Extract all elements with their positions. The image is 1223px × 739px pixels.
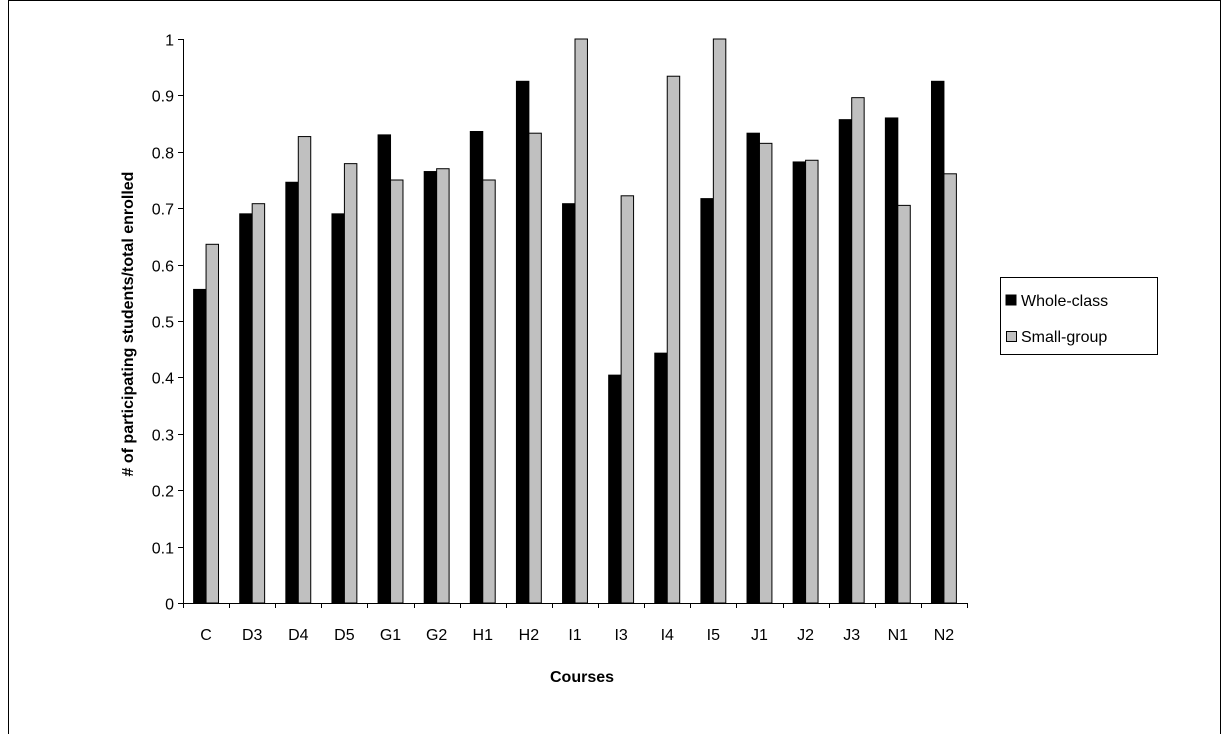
y-tick-label: 0.3 (152, 428, 174, 445)
x-axis: C D3 D4 D5 G1 G2 H1 H2 I1 I3 I4 I5 J1 J2 J3 N1 N2 (183, 603, 968, 644)
chart-border (8, 0, 1221, 739)
x-tick-label: J1 (751, 627, 768, 644)
bar-whole-class (515, 80, 530, 604)
bar-small-group (528, 132, 542, 604)
y-tick-label: 0.7 (152, 202, 174, 219)
bar-small-group (297, 136, 312, 604)
x-tick-label: D5 (334, 627, 355, 644)
y-tick-label: 0.2 (152, 484, 174, 501)
bar-whole-class (562, 203, 576, 604)
x-tick-label: D3 (242, 627, 263, 644)
y-tick-label: 1 (165, 33, 174, 50)
bar-small-group (666, 75, 681, 604)
x-tick-label: C (200, 627, 212, 644)
legend-swatch-whole-class (1005, 294, 1017, 306)
bar-whole-class (838, 119, 853, 604)
bar-whole-class (654, 352, 668, 604)
bar-whole-class (930, 80, 945, 604)
x-tick-label: N2 (934, 627, 955, 644)
bar-whole-class (469, 131, 484, 604)
bar-whole-class (331, 213, 345, 604)
bar-small-group (712, 38, 727, 604)
bars (193, 38, 957, 604)
y-axis: 0 0.1 0.2 0.3 0.4 0.5 0.6 0.7 0.8 0.9 1 (152, 33, 184, 614)
x-tick-label: J2 (797, 627, 814, 644)
legend-label-small-group: Small-group (1021, 329, 1107, 346)
bar-whole-class (423, 171, 438, 604)
y-tick-label: 0.1 (152, 541, 174, 558)
bar-small-group (251, 203, 266, 604)
x-tick-label: H1 (473, 627, 494, 644)
y-tick-label: 0.4 (152, 371, 174, 388)
x-tick-label: I4 (661, 627, 674, 644)
y-tick-label: 0.5 (152, 315, 174, 332)
x-tick-label: I1 (568, 627, 581, 644)
bar-small-group (943, 173, 957, 604)
bar-small-group (620, 195, 635, 604)
bar-small-group (805, 159, 819, 604)
bar-whole-class (193, 288, 207, 604)
bar-small-group (574, 38, 588, 604)
x-tick-label: I5 (707, 627, 720, 644)
y-tick-label: 0.9 (152, 89, 174, 106)
legend-swatch-small-group (1006, 331, 1017, 342)
x-tick-label: J3 (843, 627, 860, 644)
x-tick-label: H2 (519, 627, 540, 644)
x-tick-label: N1 (888, 627, 909, 644)
x-tick-label: G2 (426, 627, 447, 644)
bar-whole-class (377, 134, 392, 604)
x-axis-title: Courses (550, 669, 614, 686)
y-axis-title: # of participating students/total enroll… (120, 172, 137, 477)
bar-small-group (897, 204, 911, 604)
bar-whole-class (608, 374, 622, 604)
x-tick-label: G1 (380, 627, 401, 644)
bar-whole-class (700, 198, 714, 604)
legend: Whole-class Small-group (1000, 277, 1158, 355)
bar-whole-class (792, 161, 807, 604)
y-tick-label: 0 (165, 597, 174, 614)
bar-small-group (205, 243, 220, 604)
bar-small-group (851, 97, 865, 604)
bar-small-group (343, 163, 358, 604)
bar-whole-class (884, 117, 899, 604)
bar-small-group (758, 142, 773, 604)
bar-whole-class (239, 213, 253, 604)
x-tick-label: D4 (288, 627, 309, 644)
bar-small-group (436, 168, 450, 604)
x-tick-label: I3 (614, 627, 627, 644)
bar-small-group (390, 179, 404, 604)
bar-whole-class (746, 132, 760, 604)
y-tick-label: 0.6 (152, 259, 174, 276)
bar-small-group (482, 179, 496, 604)
bar-whole-class (285, 181, 299, 604)
legend-label-whole-class: Whole-class (1021, 293, 1108, 310)
legend-box (1000, 277, 1158, 355)
y-tick-label: 0.8 (152, 146, 174, 163)
